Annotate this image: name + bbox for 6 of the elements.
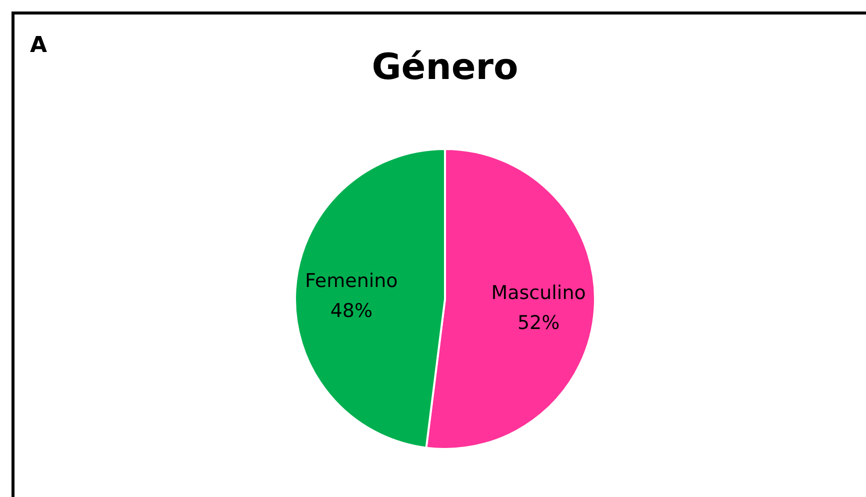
- text: A: [30, 33, 48, 58]
- chart-title: Género: [372, 47, 518, 88]
- data-label: 52%: [517, 312, 560, 334]
- data-label: 48%: [330, 300, 373, 322]
- slice-label: Masculino: [491, 282, 586, 304]
- slice-label: Femenino: [305, 270, 398, 292]
